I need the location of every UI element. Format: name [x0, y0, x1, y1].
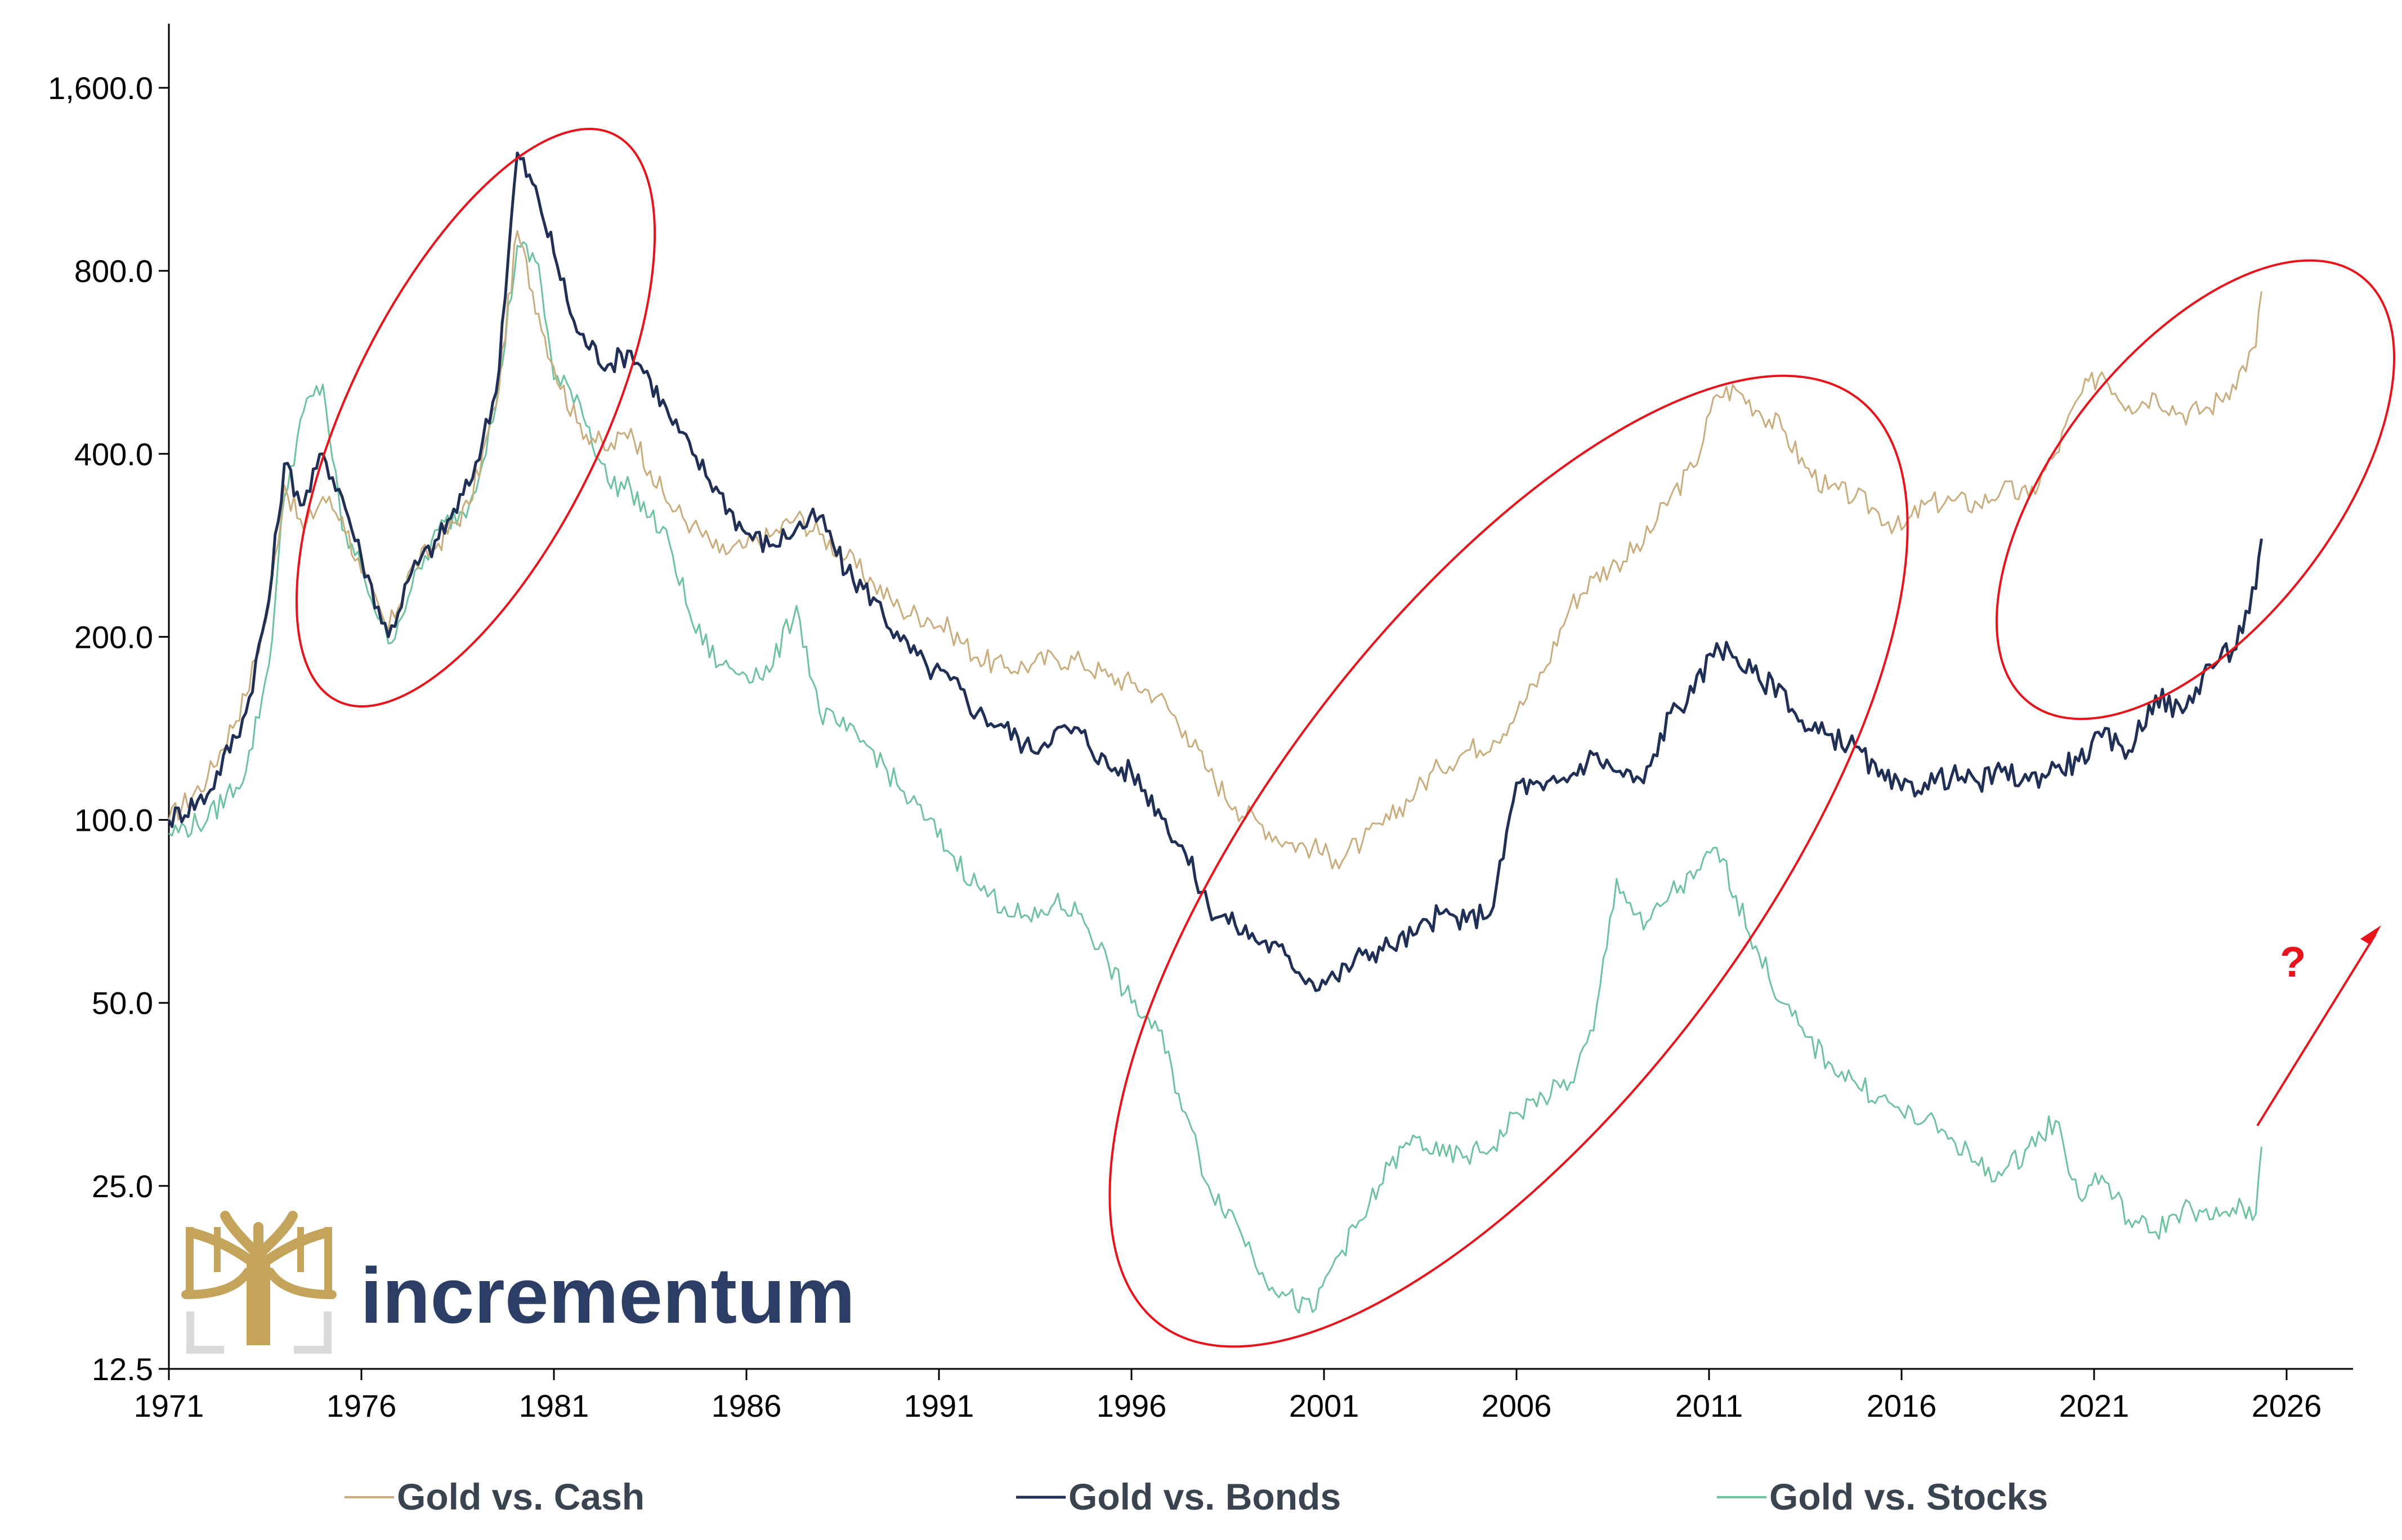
series-line-gold-vs-bonds: [167, 151, 2263, 992]
series-line-gold-vs-cash: [168, 230, 2262, 870]
x-tick-label: 1971: [134, 1388, 204, 1423]
x-tick-label: 1986: [712, 1388, 782, 1423]
legend-item-stocks: Gold vs. Stocks: [1717, 1476, 2048, 1517]
y-tick-label: 100.0: [74, 803, 153, 838]
y-tick-label: 1,600.0: [48, 70, 153, 106]
y-tick-label: 800.0: [74, 253, 153, 289]
x-tick-label: 1996: [1097, 1388, 1167, 1423]
logo-frame-icon: [186, 1311, 332, 1354]
legend-item-bonds: Gold vs. Bonds: [1016, 1476, 1341, 1517]
legend: Gold vs. Cash Gold vs. Bonds Gold vs. St…: [345, 1476, 2048, 1517]
series-line-gold-vs-stocks: [168, 241, 2262, 1314]
x-tick-label: 2001: [1289, 1388, 1359, 1423]
y-tick-label: 200.0: [74, 619, 153, 655]
x-tick-label: 2021: [2059, 1388, 2130, 1423]
x-tick-label: 1976: [326, 1388, 397, 1423]
y-tick-label: 50.0: [92, 986, 153, 1021]
legend-item-cash: Gold vs. Cash: [345, 1476, 645, 1517]
x-tick-label: 2006: [1482, 1388, 1552, 1423]
x-tick-label: 1991: [904, 1388, 974, 1423]
brand-name: incrementum: [360, 1251, 855, 1340]
annotations: [295, 128, 2395, 1348]
annotation-arrow-head: [2360, 925, 2381, 945]
legend-label-bonds: Gold vs. Bonds: [1068, 1476, 1341, 1517]
x-tick-label: 1981: [519, 1388, 589, 1423]
legend-label-cash: Gold vs. Cash: [397, 1476, 645, 1517]
x-tick-label: 2026: [2252, 1388, 2322, 1423]
y-tick-label: 25.0: [92, 1169, 153, 1204]
axes: [168, 24, 2353, 1370]
brand-logo: incrementum: [181, 1211, 855, 1354]
legend-label-stocks: Gold vs. Stocks: [1769, 1476, 2048, 1517]
annotation-ellipse-2020s: [1996, 259, 2395, 720]
x-axis-ticks: 1971 1976 1981 1986 1991 1996 2001 2006 2011 2016…: [134, 1369, 2322, 1423]
y-axis-ticks: 12.5 25.0 50.0 100.0 200.0 400.0 800.0 1,600.0: [48, 70, 169, 1387]
series-lines: [167, 151, 2263, 1314]
y-tick-label: 12.5: [92, 1351, 153, 1387]
x-tick-label: 2016: [1867, 1388, 1937, 1423]
annotation-question-mark: ?: [2280, 938, 2306, 986]
annotation-ellipse-2000s: [1108, 374, 1909, 1348]
annotation-arrow: [2256, 933, 2377, 1127]
tree-icon: [181, 1211, 337, 1345]
y-tick-label: 400.0: [74, 436, 153, 472]
x-tick-label: 2011: [1675, 1388, 1743, 1423]
annotation-ellipse-1980: [295, 128, 656, 708]
